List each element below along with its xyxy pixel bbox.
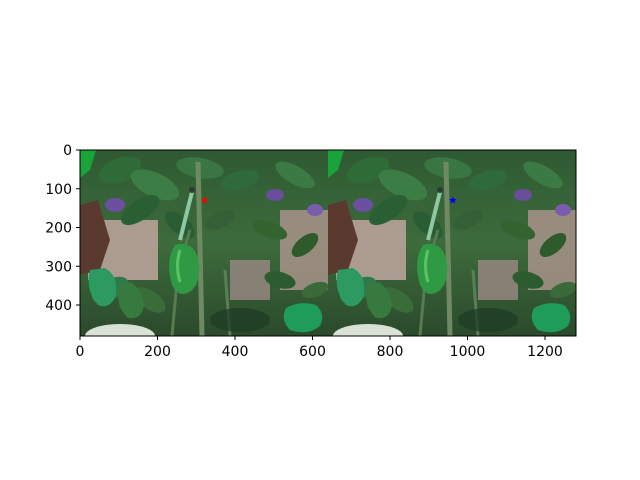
x-tick-label: 200 — [144, 344, 171, 360]
x-tick-label: 1000 — [450, 344, 486, 360]
star-marker-1 — [448, 196, 457, 204]
star-marker-0 — [200, 196, 209, 204]
x-tick-label: 1200 — [527, 344, 563, 360]
x-tick-label: 0 — [76, 344, 85, 360]
x-tick-label: 600 — [299, 344, 326, 360]
y-axis: 0 100 200 300 400 — [45, 143, 80, 314]
y-tick-label: 200 — [45, 221, 72, 237]
axes-images — [80, 150, 579, 348]
right-image — [328, 150, 579, 348]
y-tick-label: 0 — [63, 143, 72, 159]
x-tick-label: 400 — [222, 344, 249, 360]
x-axis: 0 200 400 600 800 1000 1200 — [76, 336, 563, 360]
y-tick-label: 300 — [45, 259, 72, 275]
y-tick-label: 100 — [45, 182, 72, 198]
x-tick-label: 800 — [377, 344, 404, 360]
axes-frame — [79, 149, 577, 337]
left-image — [80, 150, 331, 348]
y-tick-label: 400 — [45, 298, 72, 314]
markers — [200, 196, 457, 204]
